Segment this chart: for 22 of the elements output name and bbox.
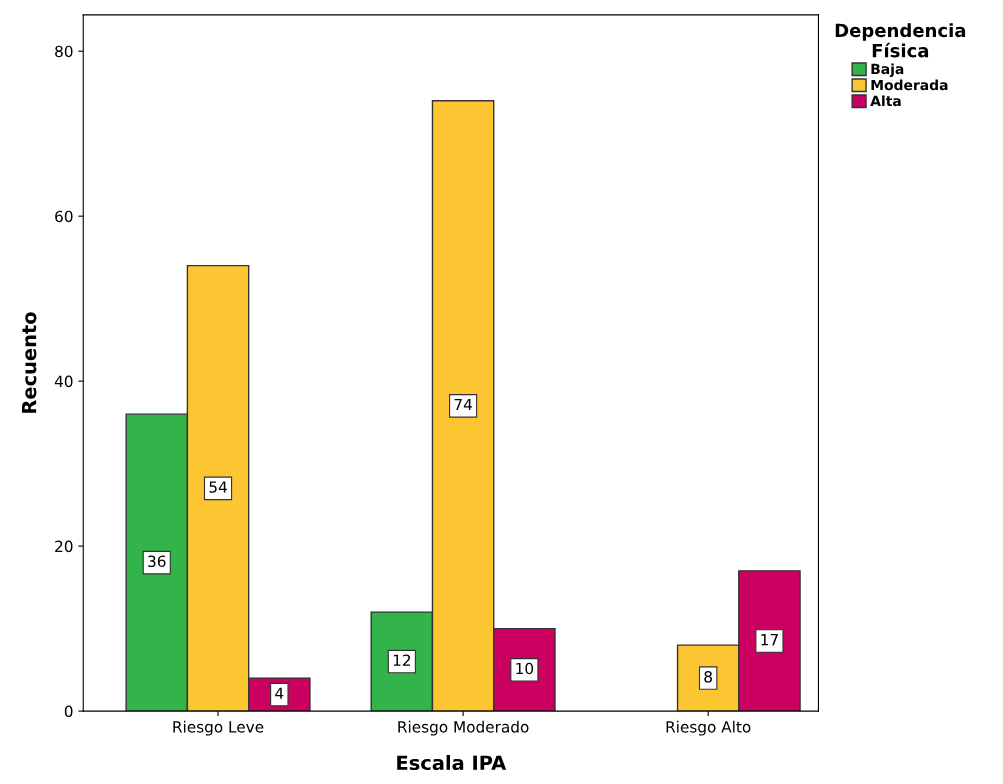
data-label: 12	[393, 654, 411, 666]
data-label: 36	[148, 555, 166, 568]
x-tick-label: Riesgo Alto	[666, 720, 751, 736]
data-label: 17	[761, 634, 778, 646]
y-tick-label: 60	[55, 210, 73, 223]
data-label: 54	[209, 481, 227, 493]
legend-title: Dependencia Física	[835, 23, 966, 58]
y-tick-label: 80	[55, 45, 73, 58]
data-label: 74	[454, 398, 472, 411]
data-label: 10	[516, 662, 534, 675]
y-tick-label: 0	[64, 705, 73, 718]
x-tick-label: Riesgo Leve	[173, 720, 264, 736]
data-label: 4	[275, 687, 284, 699]
x-axis-title: Escala IPA	[397, 755, 507, 771]
data-label: 8	[704, 670, 712, 683]
legend-label: Baja	[871, 63, 904, 77]
legend-label: Alta	[870, 95, 901, 107]
y-axis-title: Recuento	[21, 312, 37, 413]
y-tick-label: 40	[54, 375, 73, 388]
x-tick-label: Riesgo Moderado	[398, 720, 529, 736]
y-tick-label: 20	[55, 540, 73, 553]
legend-label: Moderada	[871, 79, 948, 91]
